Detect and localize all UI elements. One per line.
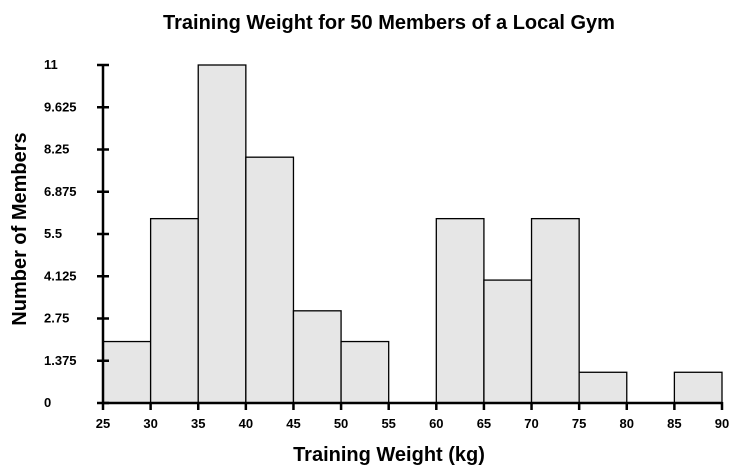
y-tick-label: 2.75	[44, 311, 69, 326]
x-axis-ticks: 25 30 35 40 45 50 55 60 65 70 75 80 85 90	[96, 402, 729, 431]
y-tick-label: 1.375	[44, 353, 77, 368]
y-tick-label: 5.5	[44, 226, 62, 241]
y-tick-label: 9.625	[44, 99, 77, 114]
bar-75-80	[578, 371, 628, 404]
x-tick-label: 60	[429, 416, 443, 431]
bar-45-50	[292, 310, 342, 404]
x-tick-label: 85	[667, 416, 681, 431]
x-tick-label: 45	[286, 416, 300, 431]
x-tick-label: 40	[239, 416, 253, 431]
y-tick-label: 0	[44, 395, 51, 410]
y-tick-label: 8.25	[44, 142, 69, 157]
x-tick-label: 35	[191, 416, 205, 431]
bar-50-55	[340, 340, 390, 404]
bar-60-65	[435, 217, 485, 404]
y-tick-label: 4.125	[44, 268, 77, 283]
bars-group	[102, 64, 723, 404]
x-tick-label: 75	[572, 416, 586, 431]
x-tick-label: 65	[477, 416, 491, 431]
bar-70-75	[530, 217, 580, 404]
x-tick-label: 30	[143, 416, 157, 431]
x-tick-label: 90	[715, 416, 729, 431]
x-axis-label: Training Weight (kg)	[293, 444, 485, 466]
bar-25-30	[102, 340, 152, 404]
bar-35-40	[197, 64, 247, 404]
y-axis-ticks: 0 1.375 2.75 4.125 5.5 6.875 8.25 9.625 11	[44, 57, 109, 410]
x-tick-label: 70	[524, 416, 538, 431]
bar-85-90	[673, 371, 723, 404]
x-tick-label: 55	[381, 416, 395, 431]
bar-30-35	[149, 217, 199, 404]
bar-40-45	[245, 156, 295, 404]
x-tick-label: 25	[96, 416, 110, 431]
x-tick-label: 50	[334, 416, 348, 431]
chart-title: Training Weight for 50 Members of a Loca…	[163, 12, 615, 34]
y-axis-label: Number of Members	[9, 132, 31, 325]
y-tick-label: 11	[44, 57, 58, 72]
y-tick-label: 6.875	[44, 184, 77, 199]
bar-65-70	[483, 279, 533, 404]
x-tick-label: 80	[620, 416, 634, 431]
